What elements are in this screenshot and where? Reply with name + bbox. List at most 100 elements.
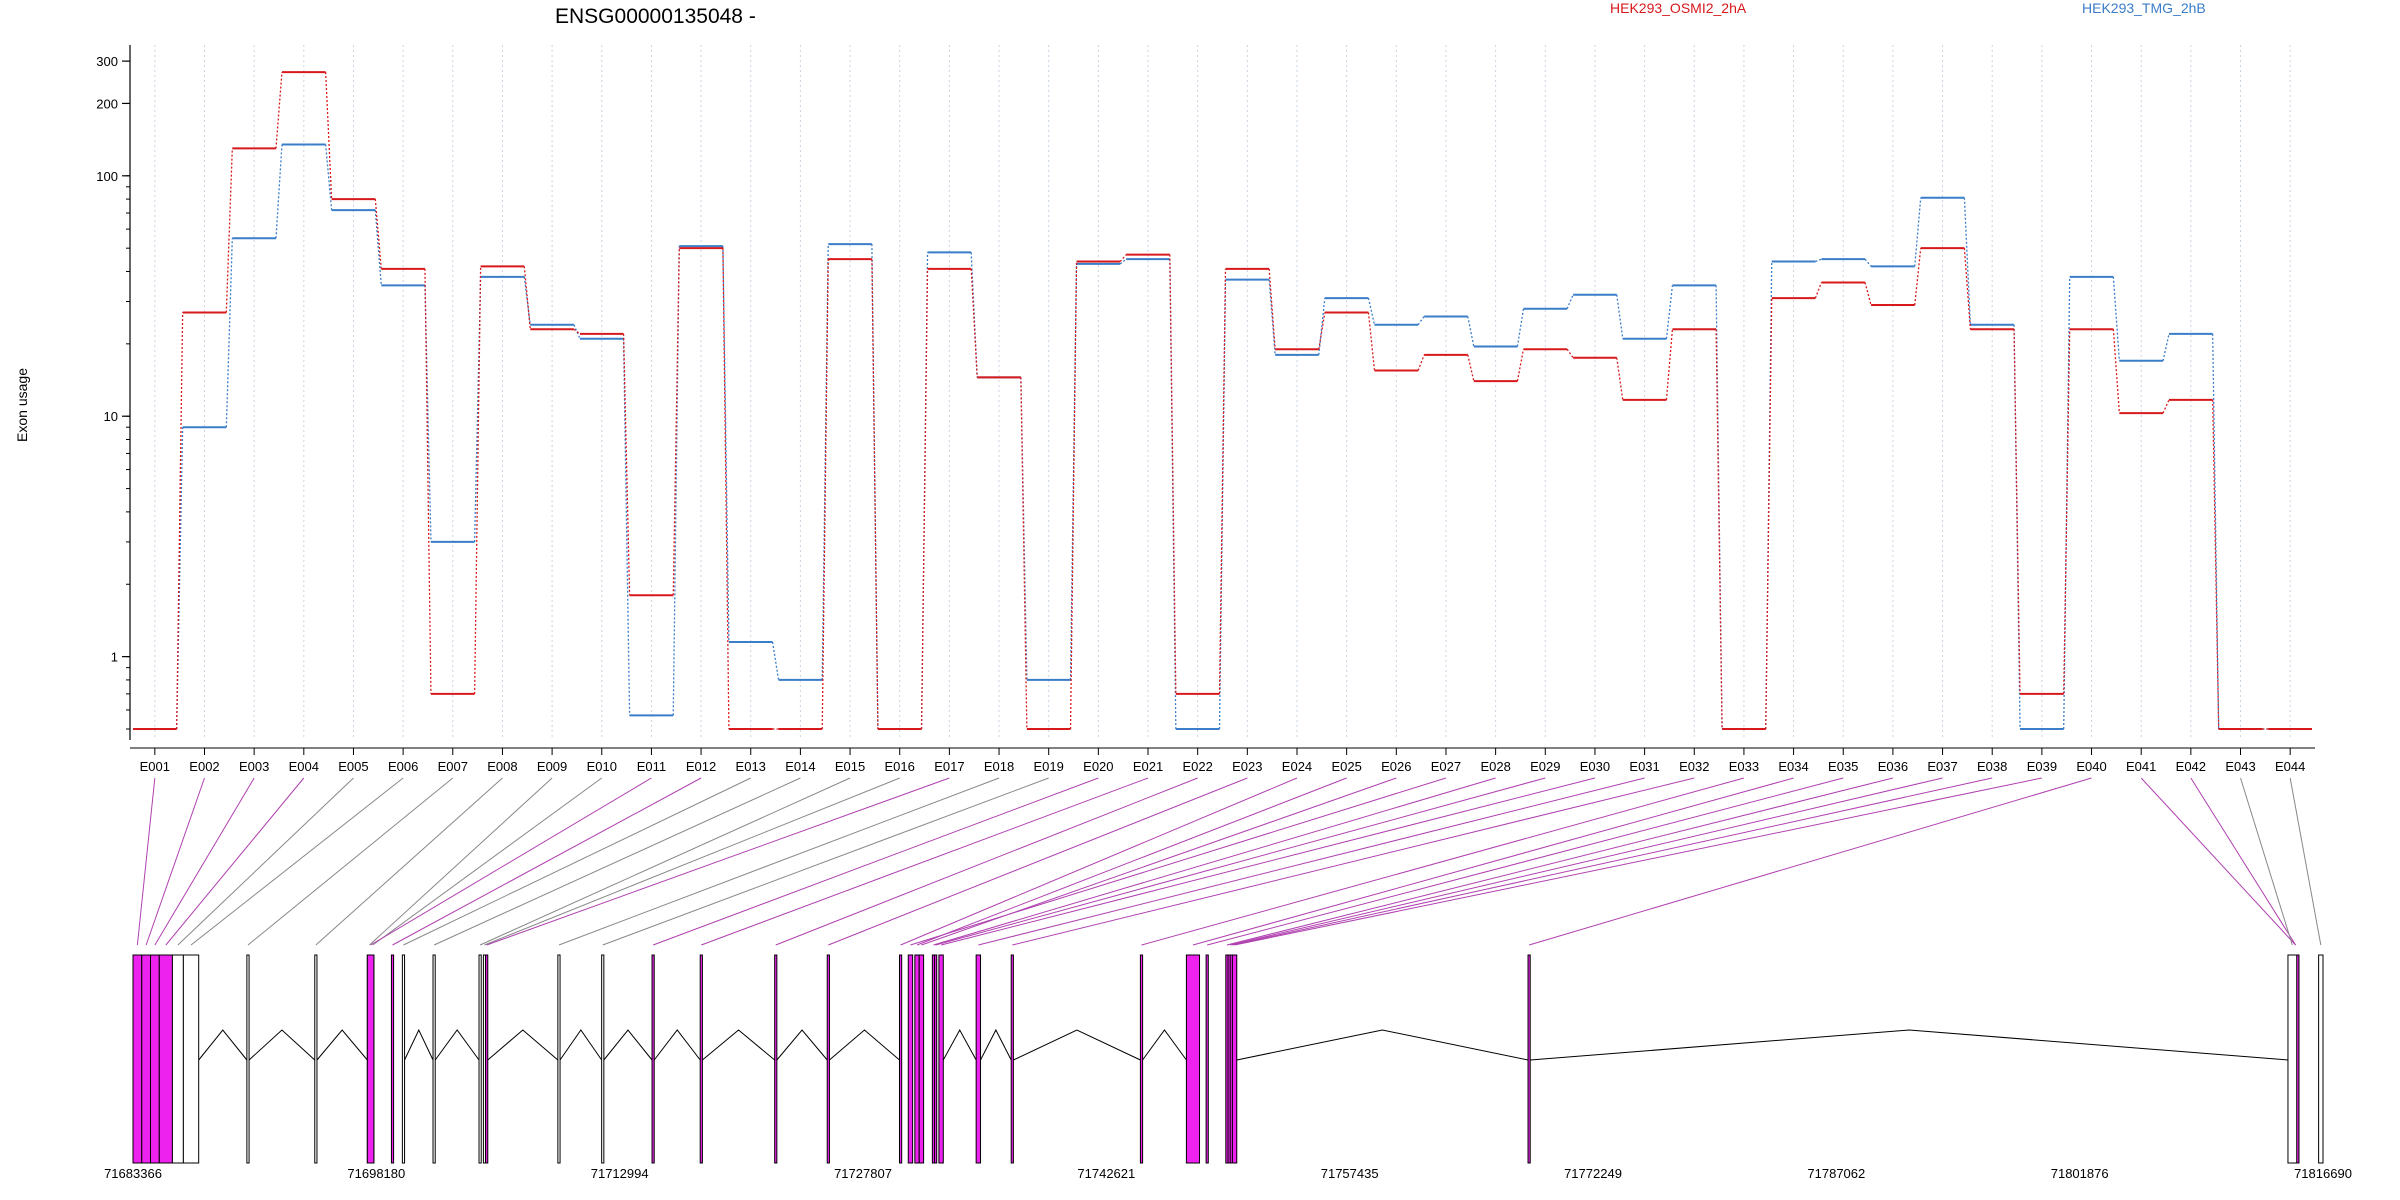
exon-connector-dash <box>1715 329 1723 730</box>
exon-box <box>699 954 703 1164</box>
exon-link-line <box>370 777 652 946</box>
exon-label: E008 <box>487 759 517 774</box>
exon-link-line <box>2190 777 2297 946</box>
exon-connector-dash <box>1268 268 1276 350</box>
exon-link-line <box>558 777 1000 946</box>
exon-connector-dash <box>1169 259 1177 730</box>
exon-link-line <box>154 777 255 946</box>
exon-connector-dash <box>622 333 631 596</box>
exon-label: E023 <box>1232 759 1262 774</box>
exon-link-line <box>1230 777 1943 946</box>
exon-link-line <box>935 777 1546 946</box>
y-tick-label: 300 <box>96 54 118 69</box>
exon-link-line <box>652 777 1099 946</box>
exon-label: E001 <box>140 759 170 774</box>
exon-connector-dash <box>1119 254 1127 262</box>
exon-label: E035 <box>1828 759 1858 774</box>
exon-connector-dash <box>1417 354 1425 371</box>
exon-box <box>938 954 944 1164</box>
exon-label: E024 <box>1282 759 1312 774</box>
exon-connector-dash <box>1467 316 1475 347</box>
grid-lines <box>154 45 2291 740</box>
exon-link-line <box>602 777 1049 946</box>
exon-label: E020 <box>1083 759 1113 774</box>
exon-label: E006 <box>388 759 418 774</box>
exon-label: E012 <box>686 759 716 774</box>
y-axis-label: Exon usage <box>14 368 30 442</box>
exon-label: E033 <box>1729 759 1759 774</box>
exon-box <box>432 954 436 1164</box>
genomic-coordinate-axis: 71683366 71698180 71712994 71727807 71742621… <box>104 1166 2352 1181</box>
exon-label: E031 <box>1629 759 1659 774</box>
exon-link-line <box>177 777 354 946</box>
exon-connector-dash <box>1864 282 1872 306</box>
exon-link-line <box>1207 777 1844 946</box>
exon-connector-dash <box>1814 282 1823 299</box>
legend-entry-osmi2: HEK293_OSMI2_2hA <box>1610 0 1747 16</box>
exon-label: E021 <box>1133 759 1163 774</box>
exon-label: E037 <box>1927 759 1957 774</box>
coordinate-label: 71742621 <box>1077 1166 1135 1181</box>
coordinate-label: 71757435 <box>1321 1166 1379 1181</box>
y-tick-label: 200 <box>96 96 118 111</box>
exon-box <box>390 954 395 1164</box>
exon-connector-dash <box>821 244 829 680</box>
exon-box <box>314 954 318 1164</box>
exon-connector-dash <box>1566 294 1574 309</box>
exon-connector-dash <box>722 246 730 643</box>
exon-box <box>2318 954 2324 1164</box>
exon-label: E004 <box>289 759 319 774</box>
exon-link-line <box>372 777 603 946</box>
exon-box <box>478 954 482 1164</box>
exon-label: E038 <box>1977 759 2007 774</box>
exon-link-line <box>1226 777 1894 946</box>
exon-connector-dash <box>2212 333 2220 730</box>
exon-connector-dash <box>324 72 333 200</box>
exon-connector-lines <box>136 777 2322 946</box>
exon-connector-dash <box>2162 333 2170 361</box>
exon-link-line <box>165 777 305 946</box>
exon-label: E041 <box>2126 759 2156 774</box>
exon-connector-dash <box>1417 316 1425 326</box>
chart-title: ENSG00000135048 - <box>555 5 756 28</box>
exon-box <box>557 954 561 1164</box>
exon-label: E019 <box>1034 759 1064 774</box>
coordinate-label: 71698180 <box>347 1166 405 1181</box>
exon-label: E002 <box>189 759 219 774</box>
exon-box <box>182 954 200 1164</box>
y-tick-label: 1 <box>111 650 118 665</box>
exon-connector-dash <box>722 248 730 730</box>
exon-link-line <box>2240 777 2293 946</box>
exon-connector-dash <box>523 276 531 325</box>
exon-box <box>1527 954 1531 1164</box>
exon-connector-dash <box>176 312 184 730</box>
exon-connector-dash <box>1020 377 1028 730</box>
exon-connector-dash <box>1218 268 1227 694</box>
exon-link-line <box>1234 777 2042 946</box>
exon-link-line <box>247 777 454 946</box>
exon-box <box>1139 954 1144 1164</box>
exon-link-line <box>1232 777 1993 946</box>
coordinate-label: 71787062 <box>1807 1166 1865 1181</box>
exon-box <box>651 954 655 1164</box>
exon-connector-dash <box>1367 297 1376 325</box>
exon-label: E022 <box>1182 759 1212 774</box>
exon-link-line <box>701 777 1149 946</box>
exon-label: E010 <box>587 759 617 774</box>
exon-label: E028 <box>1480 759 1510 774</box>
exon-box <box>366 954 375 1164</box>
exon-label: E011 <box>637 759 666 774</box>
exon-box <box>2287 954 2298 1164</box>
exon-label: E007 <box>438 759 468 774</box>
exon-connector-dash <box>1914 197 1922 267</box>
exon-connector-dash <box>1516 349 1525 382</box>
exon-connector-dash <box>275 72 283 149</box>
exon-connector-dash <box>1119 258 1127 265</box>
y-axis: 1 10 100 200 300 <box>96 45 131 740</box>
exon-box <box>150 954 160 1164</box>
exon-box <box>171 954 184 1164</box>
exon-box <box>826 954 830 1164</box>
coordinate-label: 71683366 <box>104 1166 162 1181</box>
exon-box <box>141 954 152 1164</box>
coordinate-label: 71816690 <box>2294 1166 2352 1181</box>
